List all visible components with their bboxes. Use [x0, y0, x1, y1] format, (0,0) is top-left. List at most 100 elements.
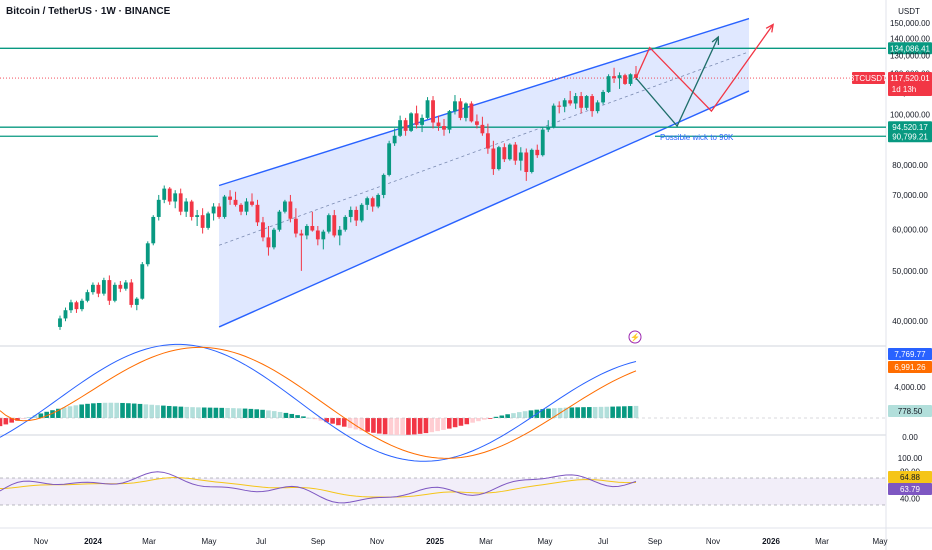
- macd-histogram-bar: [371, 418, 376, 433]
- candle: [244, 198, 249, 216]
- rsi-line: [0, 471, 637, 504]
- candle: [282, 199, 287, 214]
- candle: [579, 91, 584, 114]
- macd-histogram-bar: [126, 403, 131, 418]
- hist-value-tag: [888, 405, 932, 417]
- candle: [239, 203, 243, 216]
- candle: [540, 127, 545, 157]
- channel-fill: [219, 18, 750, 327]
- candle-body: [167, 188, 172, 202]
- candle-body: [398, 120, 403, 136]
- candle-body: [414, 113, 419, 125]
- macd-tick-label: 4,000.00: [894, 383, 926, 392]
- lightning-glyph: ⚡: [630, 332, 640, 342]
- macd-histogram-bar: [563, 407, 569, 418]
- candle: [255, 199, 260, 227]
- macd-histogram-bar: [347, 418, 353, 429]
- candle: [431, 96, 435, 129]
- macd-histogram-bar: [289, 413, 295, 418]
- macd-histogram-bar: [254, 409, 260, 418]
- support-price-label: 90,799.21: [892, 132, 928, 141]
- time-tick-label: 2024: [84, 537, 102, 546]
- macd-histogram-bar: [0, 418, 3, 427]
- candle-body: [579, 96, 584, 108]
- time-tick-label: 2025: [426, 537, 444, 546]
- candle-body: [321, 231, 326, 240]
- macd-histogram-bar: [505, 414, 510, 418]
- macd-histogram-bar: [423, 418, 429, 434]
- macd-histogram-bar: [61, 407, 67, 418]
- macd-histogram-bar: [21, 418, 26, 419]
- candle: [337, 226, 342, 246]
- candle-body: [551, 105, 556, 128]
- candle: [414, 105, 419, 129]
- macd-histogram-bar: [569, 407, 575, 418]
- macd-histogram-bar: [417, 418, 423, 434]
- macd-histogram-bar: [324, 418, 330, 423]
- candle: [409, 112, 414, 133]
- macd-histogram-bar: [91, 403, 96, 418]
- candle-body: [469, 103, 474, 122]
- macd-histogram-bar: [446, 418, 452, 429]
- macd-histogram-bar: [394, 418, 400, 435]
- candle: [502, 143, 507, 163]
- candle: [584, 95, 589, 111]
- price-tick-label: 150,000.00: [890, 19, 931, 28]
- candle-body: [518, 152, 523, 161]
- candle-body: [584, 96, 589, 108]
- macd-histogram-bar: [627, 406, 633, 418]
- price-channel[interactable]: [218, 17, 750, 328]
- candle: [529, 148, 534, 174]
- macd-histogram-bar: [481, 418, 487, 420]
- candle: [474, 114, 479, 129]
- candle: [195, 209, 200, 227]
- candle-body: [447, 111, 452, 130]
- scenario-paths[interactable]: Possible wick to 90K ⚡: [628, 23, 775, 344]
- candle-body: [343, 216, 348, 230]
- macd-histogram-bar: [575, 407, 580, 418]
- macd-histogram-bar: [38, 413, 44, 418]
- rsi-value-tag: [888, 483, 932, 495]
- candle-body: [524, 152, 529, 172]
- macd-histogram-bar: [219, 407, 225, 418]
- candle: [376, 193, 381, 209]
- candle-body: [387, 143, 392, 175]
- candle-body: [376, 194, 381, 207]
- candle-body: [266, 237, 271, 248]
- candle: [310, 211, 315, 232]
- candle: [381, 173, 386, 199]
- candle-body: [222, 196, 227, 217]
- macd-histogram-bar: [137, 403, 143, 418]
- macd-histogram-bar: [231, 408, 236, 418]
- candle-body: [474, 121, 479, 125]
- support-price-label: 134,086.41: [890, 44, 931, 53]
- price-tick-label: 50,000.00: [892, 267, 928, 276]
- lightning-icon: [628, 330, 642, 344]
- candle-body: [140, 264, 145, 299]
- candle-body: [431, 100, 435, 123]
- candle: [129, 279, 134, 308]
- macd-histogram-bar: [429, 418, 435, 433]
- candle-body: [178, 193, 183, 212]
- candle-body: [392, 135, 397, 144]
- candle: [217, 203, 222, 219]
- candle: [315, 226, 320, 246]
- countdown-label: 1d 13h: [892, 85, 916, 94]
- macd-histogram-bar: [353, 418, 359, 430]
- macd-histogram-bar: [406, 418, 411, 435]
- candle-body: [409, 113, 414, 131]
- candle-body: [595, 102, 600, 112]
- last-price-label: 117,520.01: [890, 74, 930, 83]
- candle: [343, 215, 348, 232]
- macd-histogram-bar: [149, 404, 155, 418]
- candle: [551, 103, 556, 129]
- candle: [332, 209, 337, 238]
- time-axis[interactable]: Nov 2024 Mar May Jul Sep Nov 2025 Mar May Jul Sep No…: [34, 537, 888, 546]
- time-tick-label: Nov: [370, 537, 384, 546]
- price-tick-label: 60,000.00: [892, 226, 928, 235]
- candle: [348, 206, 353, 223]
- macd-histogram-bar: [50, 410, 55, 418]
- candle: [420, 114, 424, 133]
